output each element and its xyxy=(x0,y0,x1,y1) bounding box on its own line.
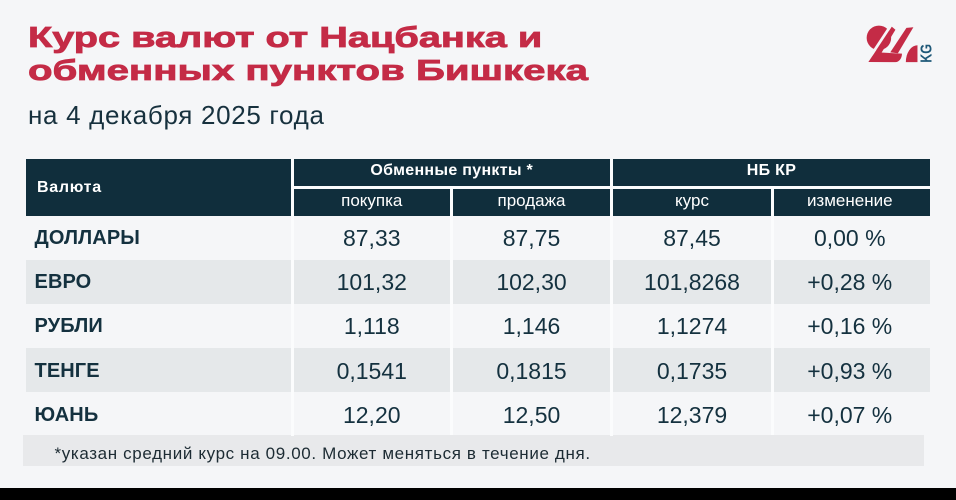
svg-text:KG: KG xyxy=(919,44,934,63)
